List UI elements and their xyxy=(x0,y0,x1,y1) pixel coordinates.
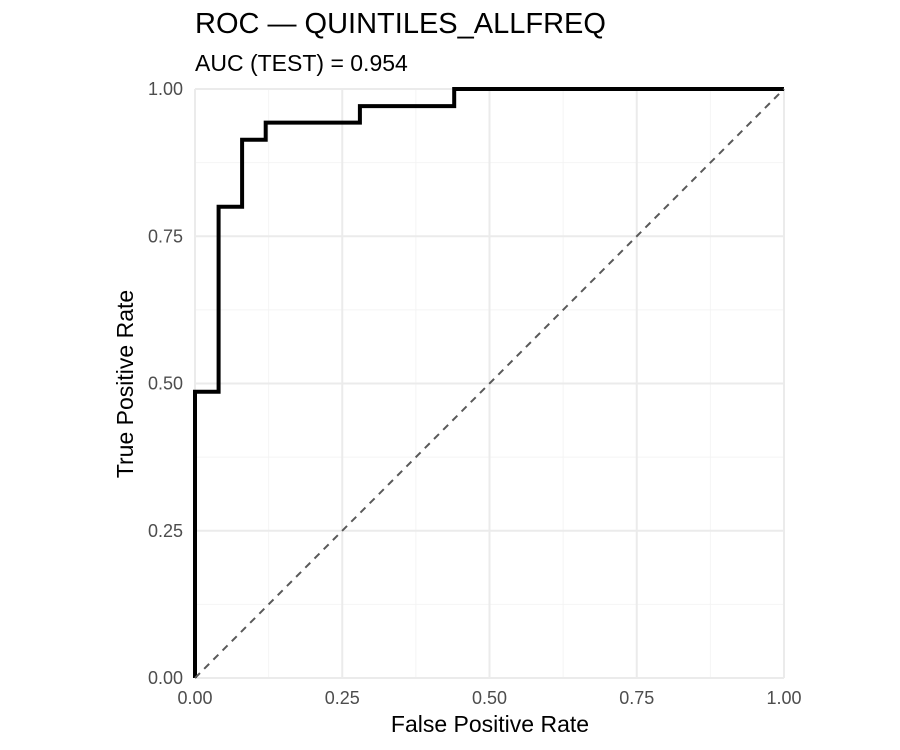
chart-subtitle: AUC (TEST) = 0.954 xyxy=(195,50,408,76)
x-tick-label: 0.25 xyxy=(325,688,360,708)
y-tick-label: 0.50 xyxy=(148,374,183,394)
y-tick-label: 0.00 xyxy=(148,668,183,688)
x-tick-label: 1.00 xyxy=(766,688,801,708)
x-tick-labels: 0.00 0.25 0.50 0.75 1.00 xyxy=(177,688,801,708)
roc-curve xyxy=(193,87,784,678)
chart-title: ROC — QUINTILES_ALLFREQ xyxy=(195,8,606,40)
y-tick-label: 1.00 xyxy=(148,79,183,99)
y-tick-label: 0.75 xyxy=(148,226,183,246)
x-tick-label: 0.75 xyxy=(619,688,654,708)
y-tick-labels: 0.00 0.25 0.50 0.75 1.00 xyxy=(148,79,183,688)
y-tick-label: 0.25 xyxy=(148,521,183,541)
y-axis-title: True Positive Rate xyxy=(112,290,138,478)
x-tick-label: 0.50 xyxy=(472,688,507,708)
reference-diagonal-line xyxy=(194,88,785,679)
x-tick-label: 0.00 xyxy=(177,688,212,708)
plot-lines xyxy=(193,87,785,679)
x-axis-title: False Positive Rate xyxy=(391,711,589,737)
